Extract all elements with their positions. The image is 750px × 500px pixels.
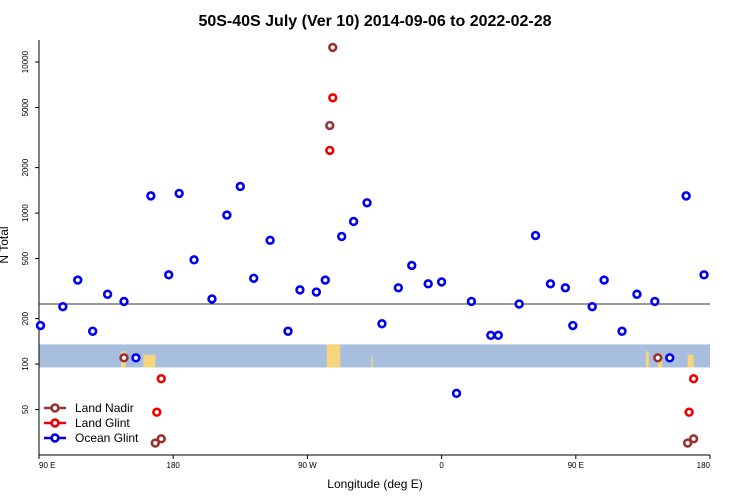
chart-title: 50S-40S July (Ver 10) 2014-09-06 to 2022… bbox=[198, 13, 551, 30]
point-land-glint bbox=[325, 145, 335, 156]
point-ocean-glint bbox=[587, 301, 597, 312]
legend-swatch-marker bbox=[50, 403, 60, 413]
land-patch bbox=[143, 354, 156, 368]
y-tick-label: 200 bbox=[21, 311, 30, 325]
x-tick-label: 90 E bbox=[568, 461, 584, 470]
y-tick-label: 5000 bbox=[21, 98, 30, 116]
point-ocean-glint bbox=[348, 216, 359, 227]
point-land-glint bbox=[156, 374, 166, 384]
point-ocean-glint bbox=[87, 326, 98, 336]
point-land-glint bbox=[688, 374, 699, 384]
point-ocean-glint bbox=[320, 275, 330, 285]
point-ocean-glint bbox=[665, 353, 675, 363]
point-ocean-glint bbox=[146, 191, 156, 201]
y-tick-label: 10000 bbox=[21, 50, 30, 73]
point-ocean-glint bbox=[119, 296, 129, 307]
point-ocean-glint bbox=[377, 319, 387, 329]
point-ocean-glint bbox=[545, 279, 556, 289]
point-land-nadir bbox=[156, 434, 166, 444]
point-ocean-glint bbox=[681, 191, 691, 201]
point-land-glint bbox=[684, 407, 694, 417]
legend-label: Ocean Glint bbox=[75, 431, 139, 445]
point-ocean-glint bbox=[568, 320, 578, 331]
point-ocean-glint bbox=[174, 188, 184, 199]
point-ocean-glint bbox=[423, 279, 433, 289]
point-ocean-glint bbox=[699, 270, 709, 280]
plot-area: 50 100 200 500 1000 2000 5000 10000 90 E 180 90 W 0… bbox=[21, 40, 711, 470]
land-patch bbox=[645, 351, 649, 368]
point-ocean-glint bbox=[650, 296, 660, 307]
x-tick-label: 180 bbox=[167, 461, 181, 470]
point-ocean-glint bbox=[311, 287, 322, 297]
y-tick-label: 50 bbox=[21, 405, 30, 414]
land-ocean-band bbox=[39, 344, 710, 368]
legend-swatch-marker bbox=[50, 433, 60, 443]
point-ocean-glint bbox=[164, 270, 174, 280]
legend-label: Land Glint bbox=[75, 416, 130, 430]
point-ocean-glint bbox=[283, 326, 293, 336]
point-ocean-glint bbox=[131, 353, 141, 363]
y-tick-label: 100 bbox=[21, 357, 30, 371]
point-ocean-glint bbox=[493, 330, 503, 341]
point-land-nadir bbox=[150, 438, 161, 448]
point-ocean-glint bbox=[73, 275, 83, 285]
y-tick-label: 2000 bbox=[21, 158, 30, 176]
point-ocean-glint bbox=[632, 289, 642, 299]
legend-swatch-marker bbox=[50, 418, 60, 428]
point-ocean-glint bbox=[235, 181, 246, 192]
x-tick-label: 0 bbox=[439, 461, 444, 470]
point-ocean-glint bbox=[466, 296, 477, 307]
point-ocean-glint bbox=[58, 301, 68, 312]
point-ocean-glint bbox=[486, 330, 496, 341]
point-ocean-glint bbox=[514, 299, 524, 309]
point-ocean-glint bbox=[336, 231, 347, 242]
point-ocean-glint bbox=[249, 273, 259, 283]
land-patch bbox=[371, 355, 374, 368]
point-ocean-glint bbox=[436, 277, 447, 287]
point-ocean-glint bbox=[207, 294, 217, 304]
point-ocean-glint bbox=[295, 285, 305, 295]
point-ocean-glint bbox=[265, 235, 275, 246]
point-ocean-glint bbox=[451, 388, 462, 399]
x-axis-label: Longitude (deg E) bbox=[327, 477, 422, 491]
point-land-nadir bbox=[682, 438, 693, 448]
point-ocean-glint bbox=[362, 198, 372, 208]
land-patch bbox=[326, 344, 341, 368]
y-tick-label: 1000 bbox=[21, 204, 30, 222]
point-ocean-glint bbox=[189, 255, 199, 265]
point-ocean-glint bbox=[617, 326, 627, 336]
point-ocean-glint bbox=[560, 283, 571, 293]
point-ocean-glint bbox=[407, 260, 417, 271]
point-land-nadir bbox=[653, 353, 663, 363]
x-tick-label: 90 W bbox=[298, 461, 317, 470]
point-land-nadir bbox=[119, 353, 129, 363]
point-ocean-glint bbox=[530, 230, 541, 241]
point-land-nadir bbox=[325, 120, 335, 131]
x-tick-label: 90 E bbox=[39, 461, 55, 470]
x-tick-label: 180 bbox=[697, 461, 711, 470]
legend-label: Land Nadir bbox=[75, 401, 134, 415]
land-patch bbox=[687, 354, 694, 368]
point-land-nadir bbox=[328, 42, 338, 53]
y-tick-label: 500 bbox=[21, 251, 30, 265]
point-land-nadir bbox=[688, 434, 699, 444]
point-ocean-glint bbox=[102, 289, 113, 299]
point-ocean-glint bbox=[35, 320, 46, 331]
point-ocean-glint bbox=[393, 283, 404, 293]
point-ocean-glint bbox=[222, 210, 232, 220]
point-land-glint bbox=[328, 93, 338, 103]
point-land-glint bbox=[152, 407, 162, 417]
y-axis-label: N Total bbox=[0, 226, 11, 263]
point-ocean-glint bbox=[599, 275, 609, 285]
